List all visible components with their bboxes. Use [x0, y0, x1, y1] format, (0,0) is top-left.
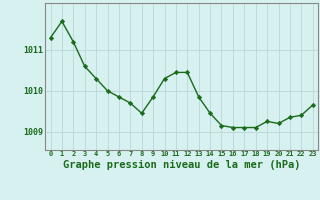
X-axis label: Graphe pression niveau de la mer (hPa): Graphe pression niveau de la mer (hPa): [63, 160, 300, 170]
